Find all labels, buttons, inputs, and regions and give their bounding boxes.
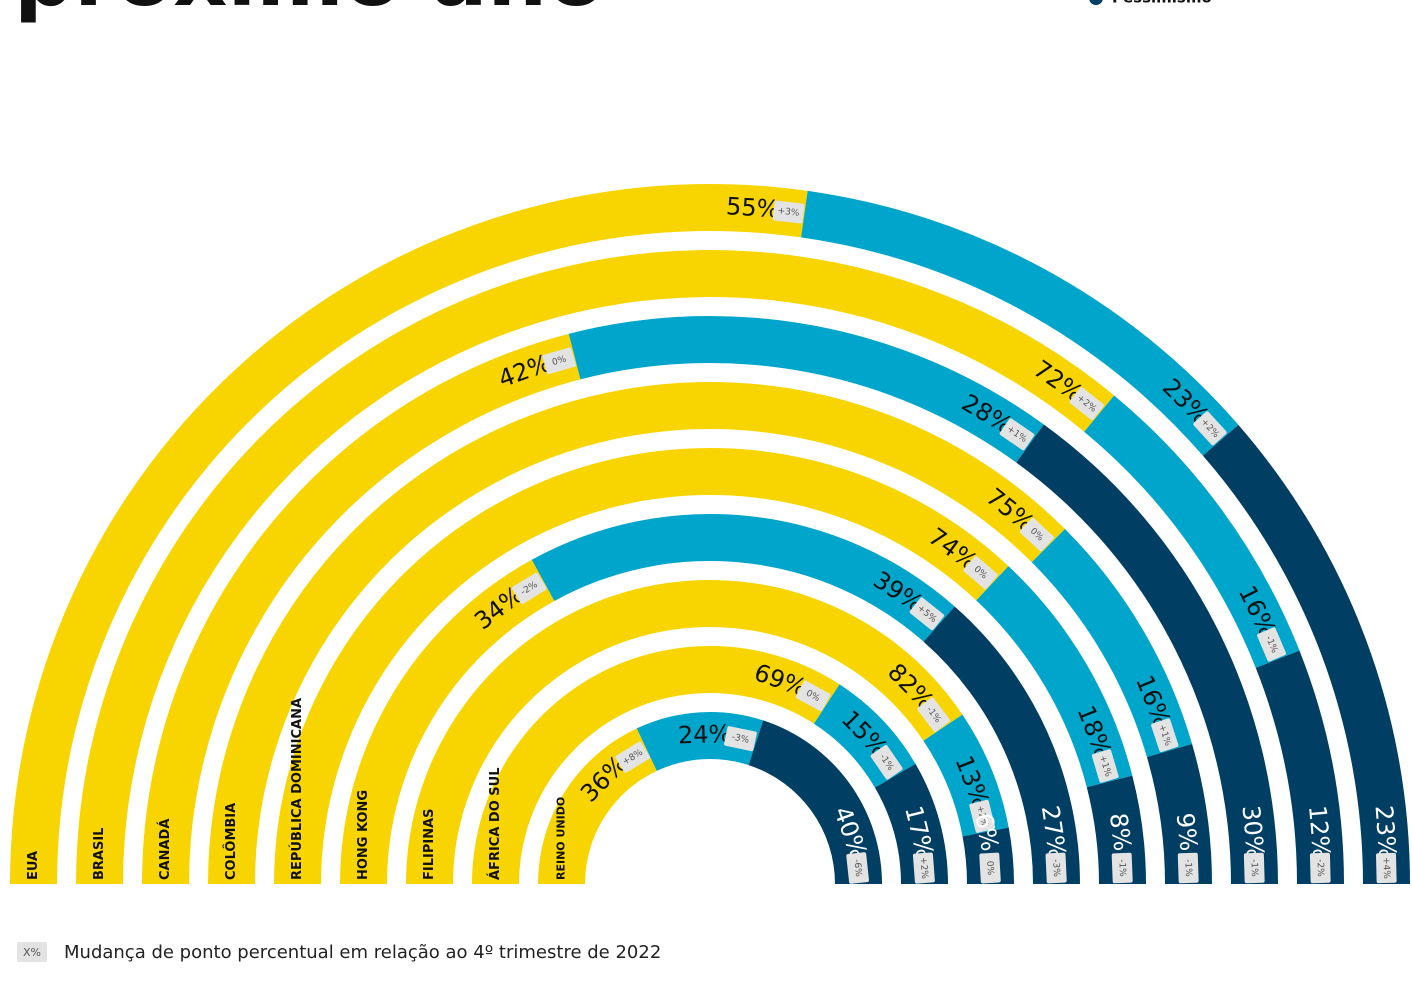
ring-segment: [568, 316, 1044, 463]
change-badge: [511, 572, 547, 604]
change-badge: [870, 745, 903, 780]
ring-segment: [1255, 650, 1344, 884]
change-badge: [772, 200, 805, 224]
category-label: HONG KONG: [356, 790, 371, 880]
category-label: EUA: [26, 851, 41, 880]
ring-segment: [748, 720, 882, 884]
ring-segment: [976, 566, 1133, 788]
ring-segment: [1031, 529, 1193, 758]
change-badge: [1069, 387, 1104, 420]
category-label: CANADÁ: [157, 819, 173, 880]
change-badge: [1151, 718, 1179, 753]
change-label: -3%: [1050, 859, 1061, 877]
change-label: +4%: [1381, 857, 1392, 879]
change-label: -6%: [851, 859, 863, 878]
ring-segment: [531, 514, 955, 642]
note-key: X%: [23, 946, 41, 959]
ring-segment: [1202, 424, 1410, 884]
ring-segment: [923, 606, 1081, 884]
change-label: -1%: [1182, 859, 1193, 877]
change-label: -1%: [1249, 859, 1260, 877]
change-badge: [795, 680, 831, 712]
category-label: BRASIL: [92, 828, 107, 880]
ring-segment: [340, 559, 555, 884]
change-label: 0%: [551, 354, 568, 368]
ring-segment: [406, 579, 963, 884]
change-label: -3%: [731, 732, 751, 745]
legend-swatch: [1089, 0, 1103, 5]
value-label: 24%: [677, 720, 731, 750]
change-label: -1%: [1116, 859, 1127, 877]
change-badge: [1177, 852, 1199, 884]
ring-segment: [142, 333, 581, 885]
ring-segment: [208, 382, 1065, 884]
change-label: 0%: [984, 861, 995, 876]
change-badge: [917, 697, 950, 732]
change-label: -2%: [1315, 859, 1325, 877]
change-badge: [1111, 852, 1133, 884]
change-badge: [1091, 749, 1119, 783]
change-label: +2%: [918, 857, 930, 880]
ring-segment: [1146, 743, 1212, 884]
value-label: 30%: [1237, 804, 1270, 860]
ring-segment: [801, 190, 1239, 456]
note-key-box: [17, 942, 47, 962]
change-badge: [1019, 517, 1054, 552]
category-label: REPÚBLICA DOMINICANA: [289, 698, 305, 880]
value-label: 23%: [1369, 804, 1401, 859]
change-badge: [542, 347, 576, 375]
change-badge: [615, 741, 650, 773]
category-label: REINO UNIDO: [555, 797, 568, 880]
category-label: ÁFRICA DO SUL: [487, 768, 503, 881]
chart-title: próximo ano: [14, 0, 605, 25]
category-label: COLÔMBIA: [223, 803, 239, 880]
ring-segment: [76, 250, 1115, 885]
change-badge: [1257, 627, 1287, 662]
change-badge: [909, 597, 945, 631]
change-badge: [979, 852, 1001, 884]
change-badge: [969, 799, 996, 833]
change-label: +3%: [777, 206, 800, 219]
change-badge: [963, 556, 998, 590]
ring-segment: [1016, 424, 1278, 884]
value-label: 55%: [725, 192, 780, 223]
value-label: 6%: [969, 811, 1004, 854]
change-badge: [1045, 852, 1067, 884]
change-badge: [1193, 411, 1227, 446]
change-badge: [999, 418, 1035, 451]
legend-label: Pessimismo: [1112, 0, 1212, 7]
change-badge: [1309, 852, 1331, 884]
category-label: FILIPINAS: [422, 808, 437, 880]
value-label: 9%: [1171, 812, 1203, 853]
change-badge: [1376, 852, 1397, 884]
ring-segment: [1084, 395, 1300, 668]
change-badge: [1243, 852, 1265, 884]
value-label: 8%: [1104, 811, 1137, 852]
note: Mudança de ponto percentual em relação a…: [64, 942, 661, 963]
change-badge: [724, 726, 757, 752]
ring-segment: [472, 645, 840, 884]
ring-segment: [274, 448, 1009, 884]
change-badge: [912, 852, 935, 884]
change-badge: [846, 852, 869, 884]
value-label: 12%: [1303, 804, 1335, 860]
